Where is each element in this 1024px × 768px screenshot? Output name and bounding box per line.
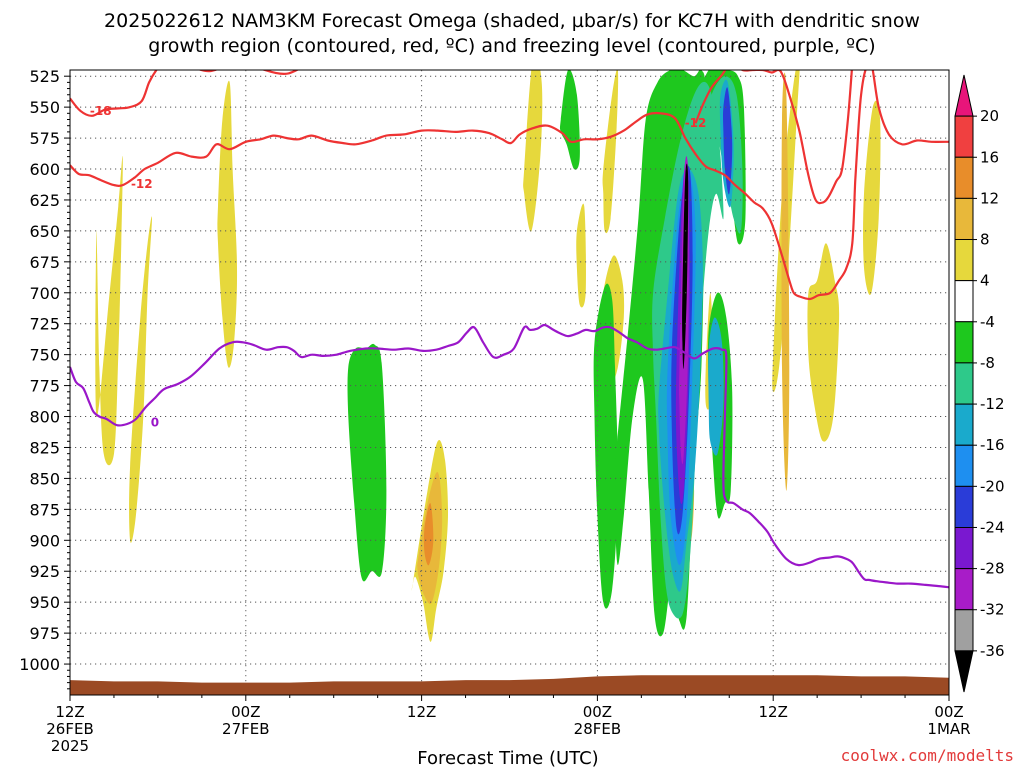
dgz-contour-1 xyxy=(70,70,949,301)
colorbar-bin-10 xyxy=(954,485,974,528)
x-tick-label-48-0: 12Z xyxy=(759,703,788,721)
omega-region-30 xyxy=(723,87,733,195)
y-tick-label-800: 800 xyxy=(29,408,60,427)
y-tick-label-925: 925 xyxy=(29,562,60,581)
chart-title-line-2: growth region (contoured, red, ºC) and f… xyxy=(148,35,875,57)
y-tick-label-575: 575 xyxy=(29,129,60,148)
contour-layer: -18 -12 -12 0 xyxy=(70,70,949,589)
omega-region-0 xyxy=(95,155,123,466)
omega-region-16 xyxy=(423,503,434,566)
x-tick-label-36-0: 00Z xyxy=(583,703,612,721)
x-tick-label-0-0: 12Z xyxy=(55,703,84,721)
colorbar-label-5: -4 xyxy=(980,313,995,331)
omega-region-1 xyxy=(129,216,152,543)
omega-colorbar: 20 16 12 8 4 -4 -8 -12 -16 -20 -24 -28 -32 -36 xyxy=(954,74,1005,693)
colorbar-label-9: -20 xyxy=(980,477,1005,495)
omega-region-27 xyxy=(708,317,724,456)
y-tick-label-625: 625 xyxy=(29,191,60,210)
y-tick-label-700: 700 xyxy=(29,284,60,303)
dgz-label-0: -18 xyxy=(90,104,112,118)
y-tick-label-1000: 1000 xyxy=(19,655,60,674)
x-tick-label-24-0: 12Z xyxy=(407,703,436,721)
colorbar-bin-13 xyxy=(954,609,974,652)
dgz-label-1: -12 xyxy=(131,177,153,191)
y-tick-label-650: 650 xyxy=(29,222,60,241)
omega-region-6 xyxy=(602,70,619,234)
freezing-contour-0 xyxy=(70,323,949,589)
colorbar-label-11: -28 xyxy=(980,560,1005,578)
omega-region-17 xyxy=(347,343,387,582)
x-tick-label-60-1: 1MAR xyxy=(927,720,970,738)
colorbar-label-4: 4 xyxy=(980,272,990,290)
colorbar-bin-12 xyxy=(954,568,974,611)
omega-region-5 xyxy=(576,203,586,308)
colorbar-bin-8 xyxy=(954,403,974,446)
omega-region-14 xyxy=(781,72,790,491)
omega-region-19 xyxy=(593,283,618,609)
y-tick-label-975: 975 xyxy=(29,624,60,643)
colorbar-bin-6 xyxy=(954,321,974,364)
chart-title-line-1: 2025022612 NAM3KM Forecast Omega (shaded… xyxy=(104,10,920,32)
omega-region-10 xyxy=(863,100,881,295)
omega-region-4 xyxy=(523,70,543,232)
y-tick-label-750: 750 xyxy=(29,346,60,365)
colorbar-bin-11 xyxy=(954,526,974,570)
colorbar-bin-0 xyxy=(954,74,974,117)
colorbar-label-10: -24 xyxy=(980,518,1005,536)
y-tick-label-825: 825 xyxy=(29,438,60,457)
y-tick-label-600: 600 xyxy=(29,160,60,179)
omega-region-33 xyxy=(682,163,689,369)
colorbar-label-7: -12 xyxy=(980,395,1005,413)
x-tick-label-12-1: 27FEB xyxy=(222,720,269,738)
x-tick-label-0-2: 2025 xyxy=(51,737,89,755)
x-axis-title: Forecast Time (UTC) xyxy=(417,748,598,768)
y-tick-label-900: 900 xyxy=(29,531,60,550)
colorbar-label-12: -32 xyxy=(980,601,1005,619)
colorbar-bin-3 xyxy=(954,197,974,241)
omega-region-18 xyxy=(559,70,580,170)
y-axis: 525 550 575 600 625 650 675 700 725 750 775 800 825 8… xyxy=(19,67,70,690)
y-tick-label-850: 850 xyxy=(29,469,60,488)
plot-area: -18 -12 -12 0 xyxy=(70,70,949,695)
x-tick-label-0-1: 26FEB xyxy=(46,720,93,738)
x-tick-label-12-0: 00Z xyxy=(231,703,260,721)
colorbar-bin-2 xyxy=(954,156,974,199)
dgz-contour-2 xyxy=(694,70,853,205)
ground-layer xyxy=(70,675,949,695)
freezing-label-0: 0 xyxy=(151,416,159,430)
colorbar-label-0: 20 xyxy=(980,107,999,125)
colorbar-bin-14 xyxy=(954,650,974,693)
omega-region-2 xyxy=(217,80,238,368)
y-tick-label-550: 550 xyxy=(29,98,60,117)
colorbar-bin-1 xyxy=(954,115,974,158)
dgz-label-2: -12 xyxy=(685,116,707,130)
plot-background xyxy=(70,70,949,695)
colorbar-label-2: 12 xyxy=(980,189,999,207)
x-tick-label-36-1: 28FEB xyxy=(574,720,621,738)
colorbar-bin-7 xyxy=(954,362,974,405)
colorbar-label-1: 16 xyxy=(980,148,999,166)
colorbar-label-6: -8 xyxy=(980,354,995,372)
colorbar-bin-9 xyxy=(954,444,974,487)
colorbar-label-13: -36 xyxy=(980,642,1005,660)
y-tick-label-675: 675 xyxy=(29,253,60,272)
watermark: coolwx.com/modelts xyxy=(841,746,1014,765)
colorbar-bin-5 xyxy=(954,280,974,323)
y-tick-label-950: 950 xyxy=(29,593,60,612)
dgz-contour-0 xyxy=(70,70,300,117)
y-tick-label-525: 525 xyxy=(29,67,60,86)
y-tick-label-875: 875 xyxy=(29,500,60,519)
colorbar-label-3: 8 xyxy=(980,231,990,249)
gridlines xyxy=(70,70,949,695)
y-tick-label-725: 725 xyxy=(29,315,60,334)
x-tick-label-60-0: 00Z xyxy=(934,703,963,721)
colorbar-bin-4 xyxy=(954,239,974,282)
y-tick-label-775: 775 xyxy=(29,377,60,396)
ground-surface xyxy=(70,675,949,695)
colorbar-label-8: -16 xyxy=(980,436,1005,454)
